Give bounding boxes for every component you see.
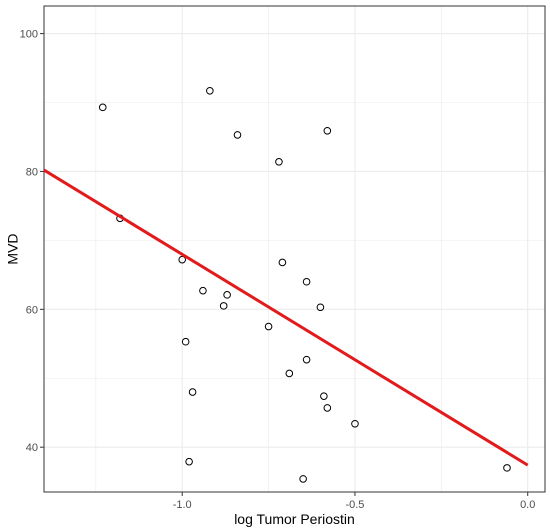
x-tick-label: -1.0 <box>173 499 192 511</box>
x-axis-ticks: -1.0 -0.5 0.0 <box>173 492 535 511</box>
plot-panel <box>43 5 546 493</box>
data-point <box>299 475 307 483</box>
y-tick-label: 80 <box>26 166 38 178</box>
data-point <box>302 355 311 364</box>
data-point <box>320 392 328 400</box>
data-point <box>351 419 359 428</box>
regression-line <box>43 168 529 467</box>
data-point <box>98 103 107 112</box>
data-point <box>185 457 193 466</box>
y-tick-label: 60 <box>26 304 38 316</box>
data-point <box>323 404 332 412</box>
data-point <box>223 291 231 299</box>
grid <box>44 6 545 492</box>
data-point <box>199 286 207 295</box>
data-point <box>323 126 332 135</box>
data-point <box>316 303 325 312</box>
y-axis-title: MVD <box>5 233 21 264</box>
y-tick-label: 100 <box>20 29 38 41</box>
data-point <box>278 258 287 267</box>
x-axis-title: log Tumor Periostin <box>234 511 355 527</box>
data-point <box>178 255 187 264</box>
data-point <box>275 157 283 166</box>
data-points <box>98 86 511 483</box>
data-point <box>219 302 228 310</box>
y-axis-ticks: 40 60 80 100 <box>20 29 44 454</box>
data-point <box>285 369 294 378</box>
data-point <box>302 277 311 286</box>
data-point <box>206 86 214 95</box>
data-point <box>503 464 511 472</box>
x-tick-label: -0.5 <box>345 499 364 511</box>
data-point <box>188 388 197 396</box>
data-point <box>264 322 273 331</box>
x-tick-label: 0.0 <box>520 499 535 511</box>
data-point <box>181 337 190 346</box>
panel-background <box>44 6 545 492</box>
data-point <box>233 131 242 139</box>
y-tick-label: 40 <box>26 442 38 454</box>
